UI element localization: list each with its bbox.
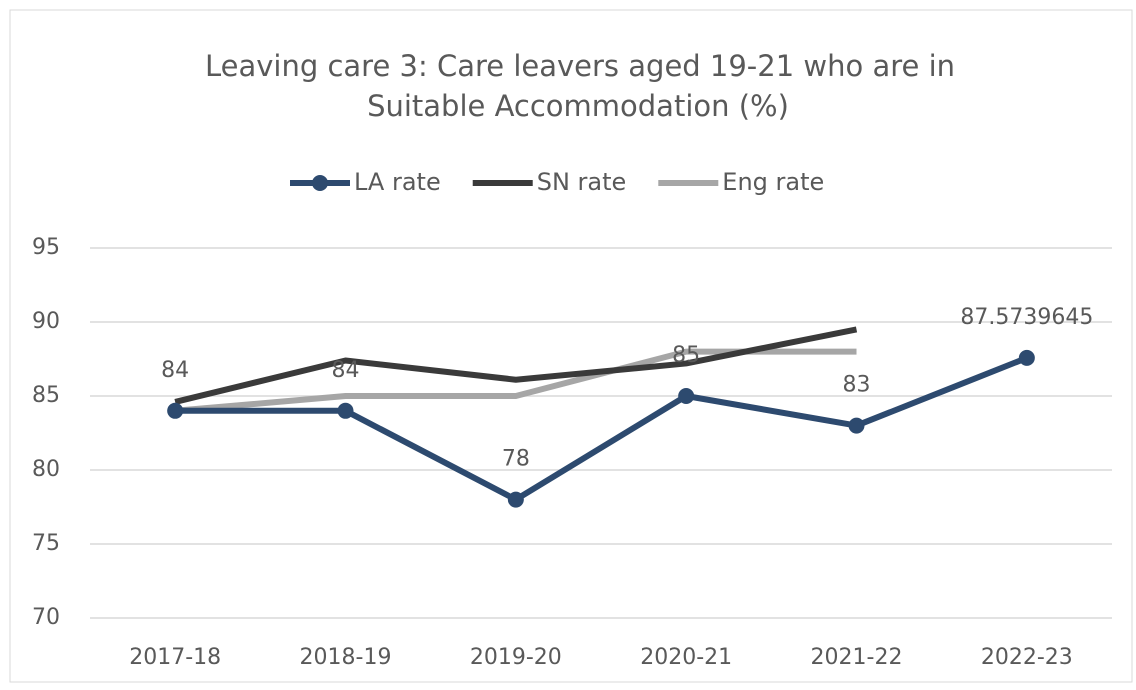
chart-title: Leaving care 3: Care leavers aged 19-21 … <box>205 49 955 83</box>
legend-label: Eng rate <box>722 168 824 196</box>
point <box>1018 349 1035 366</box>
y-tick-label: 85 <box>32 383 60 408</box>
data-label: 78 <box>502 447 530 472</box>
y-tick-label: 95 <box>32 235 60 260</box>
data-label: 87.5739645 <box>960 305 1093 330</box>
data-label: 85 <box>672 343 700 368</box>
series-line <box>174 326 858 405</box>
x-tick-label: 2022-23 <box>981 645 1073 670</box>
data-label: 84 <box>332 358 360 383</box>
x-tick-label: 2018-19 <box>300 645 392 670</box>
x-tick-label: 2020-21 <box>640 645 732 670</box>
point <box>167 402 184 419</box>
legend-marker <box>312 175 328 191</box>
point <box>848 417 865 434</box>
y-tick-label: 90 <box>32 309 60 334</box>
data-label: 84 <box>161 358 189 383</box>
x-tick-label: 2017-18 <box>129 645 221 670</box>
x-tick-label: 2019-20 <box>470 645 562 670</box>
y-tick-label: 80 <box>32 457 60 482</box>
point <box>678 388 695 404</box>
chart-title: Suitable Accommodation (%) <box>367 89 789 123</box>
legend-label: SN rate <box>537 168 627 196</box>
series-line <box>175 355 1028 503</box>
y-tick-label: 75 <box>32 531 60 556</box>
data-label: 83 <box>843 373 871 398</box>
point <box>337 402 354 419</box>
x-tick-label: 2021-22 <box>811 645 903 670</box>
point <box>507 491 524 508</box>
y-tick-label: 70 <box>32 605 60 630</box>
legend-label: LA rate <box>354 168 441 196</box>
chart-frame <box>9 9 1133 683</box>
